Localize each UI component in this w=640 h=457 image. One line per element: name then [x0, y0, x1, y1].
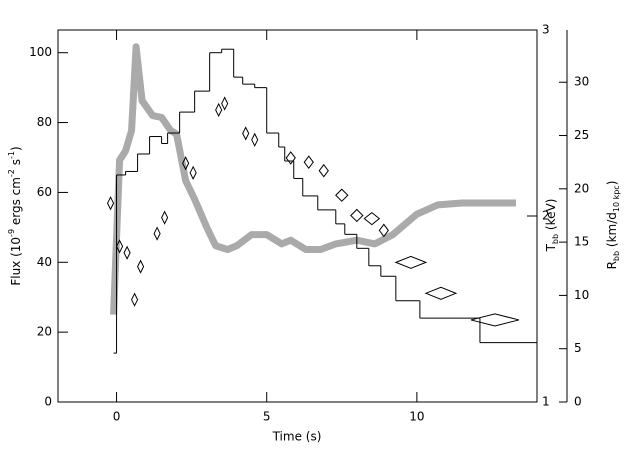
y3-tick-label: 10 — [574, 288, 589, 302]
y-tick-label: 60 — [37, 185, 52, 199]
y3-tick-label: 25 — [574, 128, 589, 142]
y2-tick-label: 3 — [542, 23, 550, 37]
y-axis-label-part: -1 — [7, 151, 16, 159]
y3-axis-label: Rbb (km/d10 kpc) — [605, 181, 622, 270]
radius-diamond — [363, 212, 381, 226]
y-axis-label-part: ) — [9, 146, 23, 151]
radius-diamond — [161, 210, 169, 225]
x-axis-label: Time (s) — [272, 430, 322, 444]
radius-diamond — [182, 156, 190, 171]
radius-diamond — [424, 286, 458, 300]
y3-tick-label: 30 — [574, 75, 589, 89]
radius-diamond — [131, 292, 139, 307]
radius-diamond — [303, 155, 314, 170]
radius-diamond — [215, 102, 223, 118]
y3-tick-label: 15 — [574, 235, 589, 249]
radius-diamond — [378, 223, 389, 238]
y3-axis-label-part: (km/d — [605, 212, 619, 251]
radius-diamond — [470, 313, 520, 327]
y-tick-label: 100 — [29, 45, 52, 59]
radius-diamond — [123, 245, 131, 260]
y-axis-label-part: Flux (10 — [9, 237, 23, 286]
y3-axis-label-part: ) — [605, 181, 619, 186]
radius-diamond — [318, 163, 329, 178]
radius-diamond — [242, 126, 250, 141]
radius-diamond — [221, 96, 229, 111]
y2-axis-label-part: T — [544, 243, 558, 252]
y-axis-label-part: -9 — [7, 229, 16, 237]
x-tick-label: 0 — [113, 410, 121, 424]
y3-axis-label-part: bb — [612, 251, 621, 261]
plot-frame — [57, 29, 538, 403]
radius-diamond — [106, 196, 115, 211]
y2-tick-label: 1 — [542, 395, 550, 409]
x-tick-label: 10 — [409, 410, 424, 424]
y2-axis-label: Tbb (keV) — [544, 199, 561, 253]
y-tick-label: 80 — [37, 115, 52, 129]
radius-diamond — [137, 259, 145, 274]
y-axis-label-part: ergs cm — [9, 177, 23, 229]
radius-diamond — [350, 208, 364, 223]
radius-diamond — [285, 151, 296, 165]
y-axis-label-part: s — [9, 159, 23, 169]
radius-diamond — [251, 132, 259, 147]
radius-diamond — [116, 239, 124, 254]
y-axis-label: Flux (10-9 ergs cm-2 s-1) — [7, 146, 23, 285]
y-axis-label-part: -2 — [7, 169, 16, 177]
radius-diamond — [335, 188, 349, 202]
y3-tick-label: 5 — [574, 341, 582, 355]
temperature-band — [110, 43, 516, 315]
y3-axis-label-part: R — [605, 261, 619, 269]
radius-diamond — [153, 226, 161, 241]
y-tick-label: 20 — [37, 325, 52, 339]
y3-tick-label: 20 — [574, 181, 589, 195]
radius-diamond — [394, 255, 428, 269]
y2-tick-label: 2 — [542, 209, 550, 223]
y3-axis-label-part: 10 kpc — [612, 185, 621, 212]
x-tick-label: 5 — [263, 410, 271, 424]
y2-axis-label-part: (keV) — [544, 199, 558, 234]
y2-axis-label-part: bb — [551, 234, 560, 244]
y-tick-label: 40 — [37, 255, 52, 269]
y-tick-label: 0 — [44, 395, 52, 409]
y3-tick-label: 0 — [574, 395, 582, 409]
radius-diamond — [189, 165, 197, 180]
